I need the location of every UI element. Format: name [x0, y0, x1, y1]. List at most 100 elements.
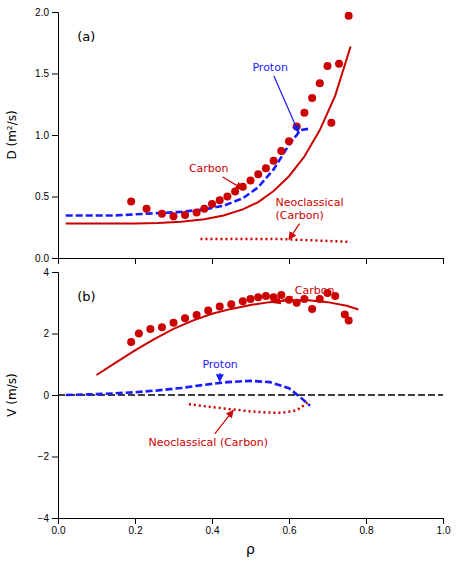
- line: [66, 129, 309, 216]
- x-axis: [59, 258, 444, 264]
- annotation-line: Carbon: [295, 284, 335, 297]
- y-axis-line: [52, 273, 59, 519]
- x-tick-mark: [212, 518, 213, 524]
- line: [97, 300, 359, 375]
- point: [135, 330, 143, 338]
- y-tick-mark: [52, 258, 58, 259]
- point: [127, 197, 135, 205]
- line: [66, 381, 310, 406]
- annotation-arrow: [223, 177, 243, 189]
- y-tick-label: 0.5: [35, 191, 49, 202]
- y-tick-mark: [52, 518, 58, 519]
- y-tick-label: 1.5: [35, 68, 49, 79]
- point: [345, 317, 353, 325]
- point: [127, 338, 135, 346]
- y-tick-mark: [52, 457, 58, 458]
- point: [293, 299, 301, 307]
- point: [200, 205, 208, 213]
- point: [216, 302, 224, 310]
- chart-container: 0.00.51.01.52.0D (m²/s)(a)CarbonProtonNe…: [0, 0, 459, 564]
- annotation: Neoclassical(Carbon): [276, 196, 344, 222]
- y-tick-mark: [52, 74, 58, 75]
- line: [189, 401, 310, 413]
- point: [239, 297, 247, 305]
- point: [247, 177, 255, 185]
- annotation-arrow: [215, 410, 233, 433]
- y-axis-title: D (m²/s): [5, 110, 19, 159]
- point: [262, 164, 270, 172]
- annotation-arrow: [289, 224, 300, 240]
- x-tick-mark: [135, 258, 136, 264]
- plot-area: [66, 12, 353, 242]
- panel: 0.00.20.40.60.81.0−4−2024V (m/s)ρ(b)Carb…: [5, 267, 451, 557]
- point: [308, 305, 316, 313]
- x-axis-title: ρ: [246, 541, 255, 557]
- y-tick-label: 0: [43, 390, 49, 401]
- point: [300, 109, 308, 117]
- x-tick: [135, 258, 136, 264]
- point: [158, 210, 166, 218]
- x-tick-mark: [443, 518, 444, 524]
- annotation-arrow: [219, 373, 220, 382]
- point: [262, 292, 270, 300]
- point: [254, 293, 262, 301]
- y-tick: 2: [43, 328, 58, 339]
- x-tick: [366, 258, 367, 264]
- point: [316, 79, 324, 87]
- x-axis: 0.00.20.40.60.81.0: [52, 518, 451, 536]
- x-tick-label: 0.8: [360, 525, 374, 536]
- y-tick: 1.0: [35, 130, 58, 141]
- x-tick-label: 0.2: [129, 525, 143, 536]
- point: [170, 319, 178, 327]
- y-tick-mark: [52, 272, 58, 273]
- panel: 0.00.51.01.52.0D (m²/s)(a)CarbonProtonNe…: [5, 7, 444, 264]
- annotation: Carbon: [189, 162, 229, 175]
- annotation-line: Carbon: [189, 162, 229, 175]
- point: [254, 170, 262, 178]
- point: [327, 119, 335, 127]
- point: [193, 311, 201, 319]
- point: [231, 188, 239, 196]
- annotation: Proton: [202, 358, 237, 371]
- x-tick: [289, 258, 290, 264]
- y-tick: 0: [43, 390, 58, 401]
- line: [200, 239, 350, 242]
- panel-label: (b): [77, 289, 95, 304]
- point: [208, 200, 216, 208]
- x-tick-label: 1.0: [437, 525, 451, 536]
- point: [216, 196, 224, 204]
- annotation-line: Neoclassical: [276, 196, 344, 209]
- annotation: Proton: [252, 61, 287, 74]
- x-tick-mark: [135, 518, 136, 524]
- x-tick-mark: [366, 518, 367, 524]
- point: [247, 295, 255, 303]
- annotation-arrow: [274, 297, 293, 303]
- point: [277, 291, 285, 299]
- x-tick-label: 0.0: [52, 525, 66, 536]
- point: [204, 306, 212, 314]
- x-tick-mark: [289, 518, 290, 524]
- annotation-line: Proton: [252, 61, 287, 74]
- y-axis-title: V (m/s): [5, 373, 19, 416]
- x-axis-line: [59, 519, 444, 525]
- x-tick-label: 0.6: [283, 525, 297, 536]
- y-tick-mark: [52, 197, 58, 198]
- y-tick-mark: [52, 12, 58, 13]
- y-tick-mark: [52, 135, 58, 136]
- annotation-line: (Carbon): [276, 209, 324, 222]
- annotation-line: Proton: [202, 358, 237, 371]
- y-tick-label: 4: [43, 267, 49, 278]
- point: [193, 208, 201, 216]
- x-tick: 0.6: [283, 518, 297, 536]
- y-axis-line: [52, 13, 59, 259]
- x-tick: 0.8: [360, 518, 374, 536]
- point: [170, 212, 178, 220]
- point: [277, 147, 285, 155]
- point: [143, 205, 151, 213]
- y-tick-mark: [52, 334, 58, 335]
- x-tick: 0.0: [52, 518, 66, 536]
- y-tick: −2: [38, 451, 58, 462]
- x-axis-line: [59, 259, 444, 265]
- y-tick: 1.5: [35, 68, 58, 79]
- y-tick: −4: [38, 513, 58, 524]
